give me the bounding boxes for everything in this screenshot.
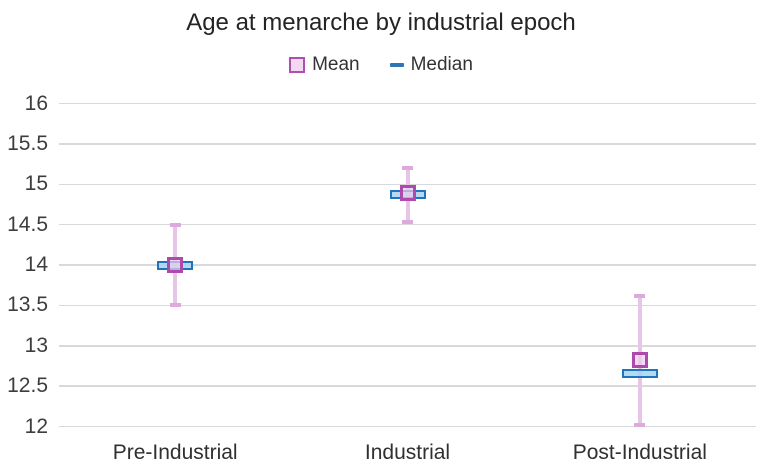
mean-marker <box>399 185 416 202</box>
error-bar-cap-top <box>169 222 181 227</box>
error-bar-cap-top <box>402 166 413 171</box>
y-tick-label: 12.5 <box>7 374 48 398</box>
legend: Mean Median <box>0 54 762 76</box>
mean-square-icon <box>289 57 306 73</box>
legend-item-median[interactable]: Median <box>389 54 473 76</box>
gridline <box>59 345 756 347</box>
legend-label-mean: Mean <box>312 54 360 75</box>
legend-item-mean[interactable]: Mean <box>289 54 360 76</box>
mean-marker <box>167 257 184 273</box>
mean-marker <box>631 352 648 369</box>
x-axis-label: Pre-Industrial <box>112 441 238 464</box>
y-tick-label: 15.5 <box>7 131 48 155</box>
y-tick-label: 12 <box>24 414 48 438</box>
error-bar-cap-top <box>634 293 646 298</box>
median-marker <box>621 368 658 378</box>
gridline <box>59 385 756 387</box>
legend-label-median: Median <box>410 54 473 75</box>
gridline <box>59 264 756 266</box>
y-tick-label: 15 <box>24 172 48 196</box>
y-tick-label: 14.5 <box>7 212 48 236</box>
x-axis-label: Industrial <box>364 441 451 464</box>
gridline <box>59 425 756 428</box>
gridline <box>59 143 756 145</box>
error-bar-cap-bottom <box>634 422 646 427</box>
gridline <box>59 304 756 307</box>
y-tick-label: 16 <box>24 91 48 115</box>
error-bar-cap-bottom <box>402 220 413 225</box>
error-bar-cap-bottom <box>169 303 181 308</box>
gridline <box>59 223 756 226</box>
chart-title: Age at menarche by industrial epoch <box>186 9 576 36</box>
x-axis-label: Post-Industrial <box>572 441 707 464</box>
y-tick-label: 13 <box>24 333 48 357</box>
median-dash-icon <box>389 63 404 67</box>
y-tick-label: 14 <box>24 253 48 276</box>
gridline <box>59 102 756 105</box>
y-tick-label: 13.5 <box>7 293 48 317</box>
